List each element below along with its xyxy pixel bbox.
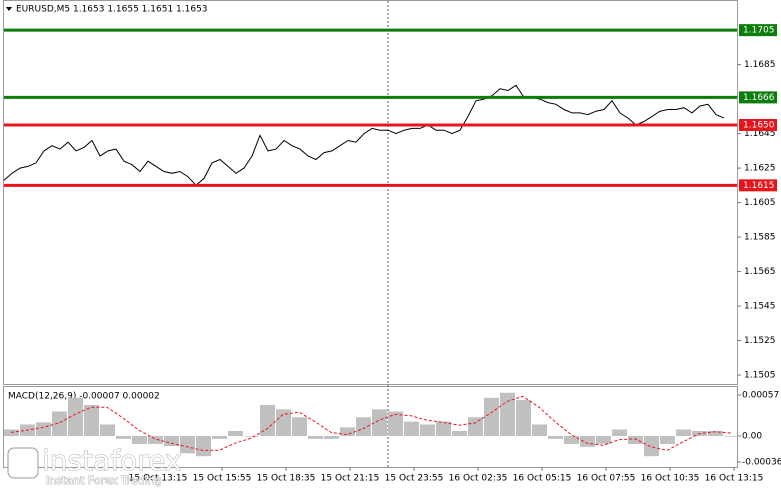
y-tick-label: 1.1645 xyxy=(744,129,776,139)
macd-bar xyxy=(468,417,483,437)
macd-bar xyxy=(676,429,691,437)
x-tick-label: 15 Oct 23:55 xyxy=(385,474,444,484)
macd-bar xyxy=(164,436,179,447)
macd-bar xyxy=(452,430,467,437)
watermark-name: instaforex xyxy=(42,444,181,477)
macd-bar xyxy=(196,436,211,457)
macd-bar xyxy=(708,430,723,437)
watermark-logo xyxy=(7,447,39,479)
x-tick-label: 16 Oct 05:15 xyxy=(513,474,572,484)
macd-bar xyxy=(356,417,371,437)
signal-line xyxy=(10,395,732,451)
macd-bar xyxy=(276,409,291,437)
macd-bar xyxy=(260,405,275,437)
level-tag xyxy=(739,118,777,131)
macd-bar xyxy=(436,421,451,437)
macd-bar xyxy=(68,397,83,437)
y-tick-label: 1.1565 xyxy=(744,267,776,277)
macd-bar xyxy=(548,436,563,439)
x-tick-label: 15 Oct 13:15 xyxy=(129,474,188,484)
macd-bar xyxy=(84,405,99,437)
x-tick-label: 15 Oct 21:15 xyxy=(321,474,380,484)
macd-bar xyxy=(532,424,547,437)
macd-bar xyxy=(340,427,355,437)
level-label: 1.1650 xyxy=(743,120,775,130)
macd-title: MACD(12,26,9) -0.00007 0.00002 xyxy=(8,392,160,402)
macd-bar xyxy=(36,422,51,437)
macd-bar xyxy=(644,436,659,457)
macd-bar xyxy=(564,436,579,444)
macd-bar xyxy=(484,397,499,437)
y-tick-label: 1.1545 xyxy=(744,302,776,312)
macd-bar xyxy=(180,436,195,454)
y-tick-label: 1.1685 xyxy=(744,60,776,70)
level-tag xyxy=(739,179,777,192)
level-label: 1.1666 xyxy=(743,93,775,103)
level-label: 1.1705 xyxy=(743,26,775,36)
level-tag xyxy=(739,24,777,37)
y-tick-label: -0.00036 xyxy=(742,457,781,467)
x-tick-label: 16 Oct 10:35 xyxy=(641,474,700,484)
macd-bar xyxy=(724,436,739,437)
x-tick-label: 15 Oct 18:35 xyxy=(257,474,316,484)
y-tick-label: 0.00 xyxy=(742,432,762,442)
y-tick-label: 0.00057 xyxy=(742,390,779,400)
x-tick-label: 16 Oct 13:15 xyxy=(705,474,764,484)
macd-bar xyxy=(116,436,131,439)
macd-bar xyxy=(660,436,675,444)
y-tick-label: 1.1605 xyxy=(744,198,776,208)
macd-bar xyxy=(516,399,531,437)
macd-bar xyxy=(388,411,403,437)
macd-bar xyxy=(372,409,387,437)
macd-bar xyxy=(292,417,307,437)
y-tick-label: 1.1585 xyxy=(744,233,776,243)
y-tick-label: 1.1625 xyxy=(744,164,776,174)
chart-title: EURUSD,M5 1.1653 1.1655 1.1651 1.1653 xyxy=(16,5,208,15)
level-label: 1.1615 xyxy=(743,181,775,191)
macd-bar xyxy=(324,436,339,439)
watermark-tagline: Instant Forex Trading xyxy=(46,474,162,487)
macd-bar xyxy=(148,436,163,444)
y-tick-label: 1.1525 xyxy=(744,336,776,346)
macd-bar xyxy=(628,436,643,444)
price-panel xyxy=(3,0,738,385)
x-tick-label: 16 Oct 07:55 xyxy=(577,474,636,484)
macd-bar xyxy=(580,436,595,447)
macd-bar xyxy=(420,424,435,437)
macd-bar xyxy=(212,436,227,439)
level-tag xyxy=(739,91,777,104)
macd-bar xyxy=(596,436,611,444)
menu-arrow xyxy=(6,7,12,11)
x-tick-label: 15 Oct 15:55 xyxy=(193,474,252,484)
macd-panel xyxy=(3,386,738,468)
macd-bar xyxy=(244,436,259,437)
x-tick-label: 16 Oct 02:35 xyxy=(449,474,508,484)
macd-bar xyxy=(132,436,147,444)
macd-bar xyxy=(612,429,627,437)
macd-bar xyxy=(52,411,67,437)
y-tick-label: 1.1505 xyxy=(744,371,776,381)
macd-bar xyxy=(404,421,419,437)
macd-bar xyxy=(308,436,323,439)
price-line xyxy=(3,84,725,186)
macd-bar xyxy=(100,424,115,437)
macd-bar xyxy=(228,430,243,437)
